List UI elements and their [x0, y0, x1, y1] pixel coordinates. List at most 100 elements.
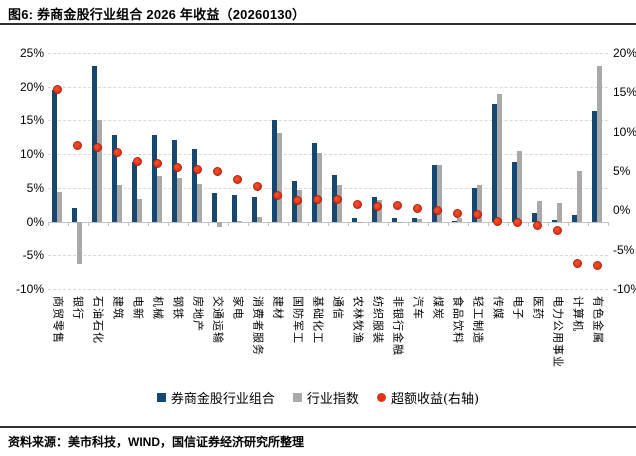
- portfolio-bar-建材: [272, 119, 277, 222]
- index-bar-电力公用事业: [557, 202, 562, 222]
- x-axis-category-label: 农林牧渔: [351, 296, 365, 344]
- excess-return-dot-农林牧渔: [353, 199, 362, 209]
- portfolio-bar-房地产: [192, 149, 197, 222]
- x-axis-tick: [168, 221, 169, 226]
- x-axis-category-label: 基础化工: [311, 296, 325, 344]
- x-axis-tick: [308, 221, 309, 226]
- gridline: [48, 255, 608, 257]
- index-bar-电新: [137, 199, 142, 222]
- x-axis-category-label: 有色金属: [591, 296, 605, 344]
- right-axis-tick-label: -5%: [613, 242, 635, 257]
- index-bar-计算机: [577, 171, 582, 222]
- excess-return-dot-消费者服务: [253, 182, 262, 192]
- excess-return-dot-轻工制造: [473, 209, 482, 219]
- x-axis-category-label: 商贸零售: [51, 296, 65, 344]
- excess-return-dot-煤炭: [433, 205, 442, 215]
- right-axis-tick-label: 0%: [613, 203, 631, 218]
- x-axis-tick: [528, 221, 529, 226]
- gridline: [48, 289, 608, 290]
- x-axis-category-label: 交通运输: [211, 296, 225, 344]
- source-note: 资料来源：美市科技，WIND，国信证券经济研究所整理: [8, 435, 304, 449]
- left-axis-tick-label: 20%: [19, 79, 44, 94]
- index-bar-机械: [157, 175, 162, 222]
- portfolio-bar-机械: [152, 135, 157, 222]
- x-axis-tick: [128, 221, 129, 226]
- right-axis-tick-label: -10%: [613, 282, 636, 296]
- x-axis-category-label: 通信: [331, 296, 345, 320]
- excess-return-dot-石油石化: [93, 142, 102, 152]
- x-axis-tick: [268, 221, 269, 226]
- portfolio-bar-消费者服务: [252, 196, 257, 222]
- excess-return-dot-家电: [233, 175, 242, 185]
- figure-title: 图6: 券商金股行业组合 2026 年收益（20260130）: [8, 7, 306, 22]
- gridline: [48, 53, 608, 54]
- portfolio-bar-有色金属: [592, 110, 597, 222]
- x-axis-category-label: 建材: [271, 296, 285, 320]
- portfolio-bar-基础化工: [312, 143, 317, 222]
- x-axis-tick: [448, 221, 449, 226]
- index-bar-银行: [77, 221, 82, 265]
- right-axis-tick-label: 15%: [613, 85, 636, 100]
- index-bar-建材: [277, 132, 282, 222]
- title-divider: [0, 23, 636, 25]
- portfolio-bar-传媒: [492, 103, 497, 222]
- excess-return-dot-传媒: [493, 216, 502, 226]
- x-axis-tick: [408, 221, 409, 226]
- index-bar-医药: [537, 201, 542, 222]
- x-axis-tick: [148, 221, 149, 226]
- x-axis-category-label: 电力公用事业: [551, 296, 565, 368]
- index-bar-电子: [517, 150, 522, 222]
- excess-return-dot-通信: [333, 194, 342, 204]
- legend-label: 券商金股行业组合: [170, 392, 275, 407]
- right-axis-tick-label: 10%: [613, 124, 636, 139]
- portfolio-bar-交通运输: [212, 193, 217, 222]
- x-axis-category-label: 家电: [231, 296, 245, 320]
- index-bar-石油石化: [97, 120, 102, 222]
- excess-return-dot-食品饮料: [453, 208, 462, 218]
- portfolio-bar-钢铁: [172, 139, 177, 222]
- left-axis-tick-label: 0%: [26, 214, 44, 229]
- x-axis-tick: [188, 221, 189, 226]
- index-bar-建筑: [117, 185, 122, 222]
- footer-divider: [0, 426, 636, 428]
- x-axis-tick: [588, 221, 589, 226]
- x-axis-tick: [228, 221, 229, 226]
- excess-return-dot-国防军工: [293, 195, 302, 205]
- excess-return-dot-电新: [133, 157, 142, 167]
- x-axis-category-label: 纺织服装: [371, 296, 385, 344]
- legend-square-marker: [156, 393, 166, 402]
- index-bar-纺织服装: [377, 199, 382, 222]
- excess-return-dot-银行: [73, 141, 82, 151]
- left-axis-tick-label: 25%: [19, 46, 44, 60]
- legend-label: 行业指数: [306, 392, 359, 407]
- excess-return-dot-医药: [533, 220, 542, 230]
- x-axis-category-label: 电新: [131, 296, 145, 320]
- x-axis-category-label: 建筑: [111, 296, 125, 320]
- legend-label: 超额收益(右轴): [390, 392, 480, 407]
- index-bar-房地产: [197, 184, 202, 222]
- index-bar-家电: [237, 220, 242, 222]
- right-axis-tick-label: 5%: [613, 164, 631, 178]
- gridline: [48, 120, 608, 122]
- portfolio-bar-电力公用事业: [552, 219, 557, 222]
- excess-return-dot-房地产: [193, 164, 202, 174]
- chart-legend: 券商金股行业组合 行业指数 超额收益(右轴): [0, 388, 636, 407]
- x-axis-tick: [508, 221, 509, 226]
- portfolio-bar-煤炭: [432, 164, 437, 222]
- index-bar-交通运输: [217, 221, 222, 227]
- excess-return-dot-电力公用事业: [553, 226, 562, 236]
- x-axis-tick: [248, 221, 249, 226]
- x-axis-tick: [428, 221, 429, 226]
- x-axis-tick: [68, 221, 69, 226]
- left-axis-tick-label: -5%: [22, 248, 44, 263]
- x-axis-category-label: 房地产: [191, 296, 205, 332]
- portfolio-bar-计算机: [572, 214, 577, 222]
- legend-item-index: 行业指数: [292, 388, 359, 407]
- legend-item-portfolio: 券商金股行业组合: [156, 388, 275, 407]
- x-axis-tick: [608, 221, 609, 226]
- index-bar-传媒: [497, 94, 502, 222]
- x-axis-tick: [328, 221, 329, 226]
- excess-return-dot-商贸零售: [53, 84, 62, 94]
